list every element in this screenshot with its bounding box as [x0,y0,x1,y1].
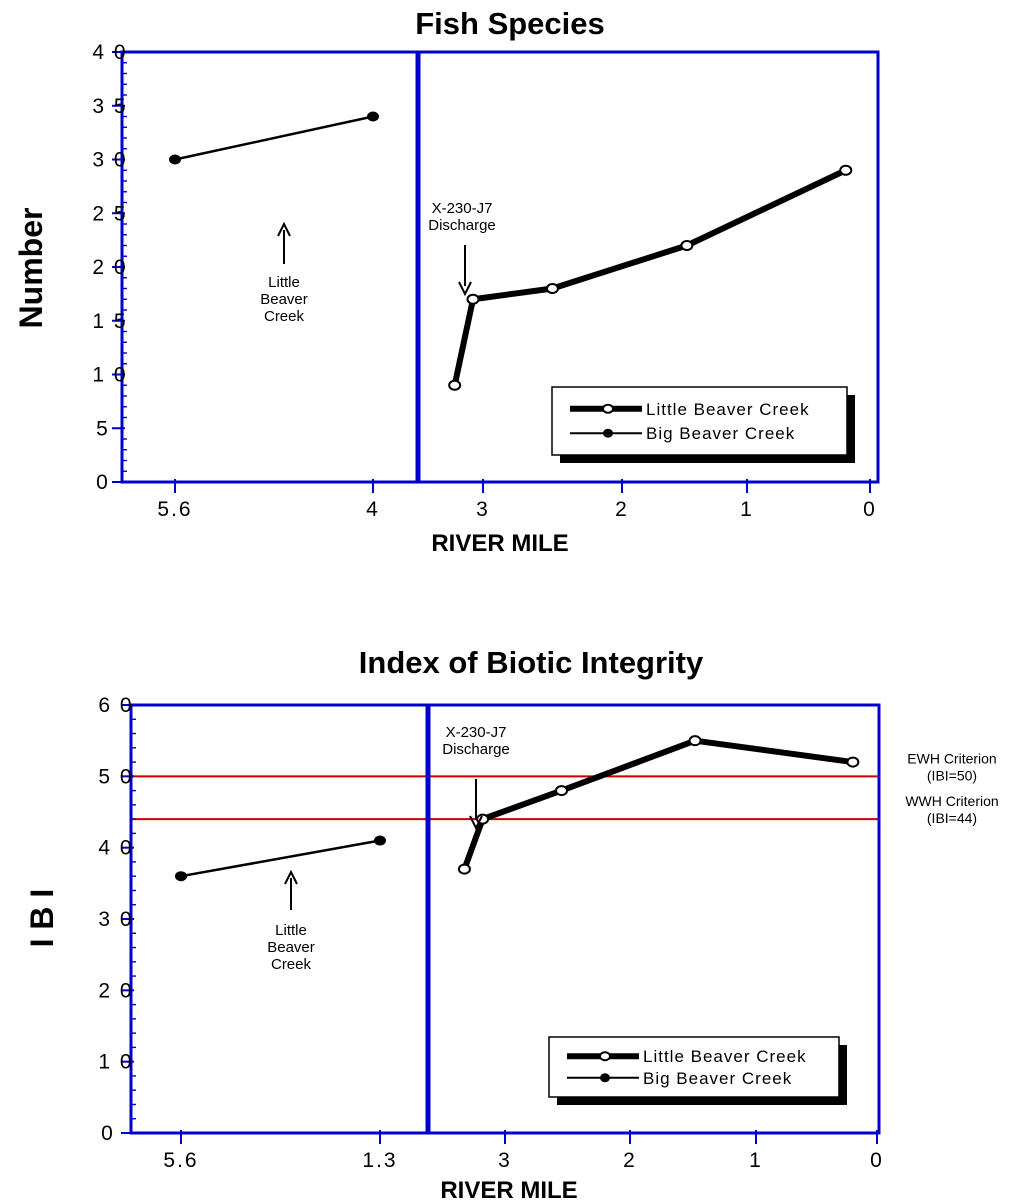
creek-annotation: Little Beaver Creek [260,274,308,325]
chart-panel-2: Index of Biotic Integrity RIVER MILE I B I… [24,645,999,1204]
series-line-little-beaver-creek [451,167,848,386]
data-point-big-beaver-creek-1 [169,154,181,165]
y-tick-label: 4 0 [98,837,133,860]
creek-annotation-line: Little [275,922,307,939]
legend: Little Beaver Creek Big Beaver Creek [548,1036,847,1105]
legend-label-little-beaver-creek: Little Beaver Creek [646,400,810,419]
creek-annotation: Little Beaver Creek [267,922,315,973]
data-point-little-beaver-creek-2 [466,293,480,305]
data-point-little-beaver-creek-3 [545,283,559,294]
series-line-big-beaver-creek [174,115,374,161]
creek-arrow-head [277,221,291,237]
x-axis-label: RIVER MILE [440,1177,577,1204]
y-axis-label: Number [13,208,49,329]
y-tick-label: 0 [96,471,110,494]
discharge-arrow-head [469,815,483,831]
discharge-annotation-line: Discharge [442,741,510,758]
x-tick-label: 3 [476,498,490,521]
x-tick-label: 1 [740,498,754,521]
chart-title: Fish Species [415,6,605,41]
criterion-label-2: WWH Criterion (IBI=44) [905,793,998,826]
y-tick-label: 1 0 [98,1051,133,1074]
y-tick-label: 2 0 [92,256,127,279]
discharge-arrow-head [458,281,472,297]
legend-marker-big-beaver-creek [603,428,613,438]
x-tick-label: 3 [498,1149,512,1172]
y-tick-label: 4 0 [92,41,127,64]
y-tick-label: 1 0 [92,364,127,387]
legend-marker-little-beaver-creek [602,403,614,414]
discharge-annotation: X-230-J7 Discharge [442,724,510,758]
series-line-little-beaver-creek [461,737,854,871]
data-point-big-beaver-creek-1 [175,871,187,882]
data-point-little-beaver-creek-1 [457,863,471,875]
creek-annotation-line: Creek [264,308,305,325]
y-tick-label: 1 5 [92,310,127,333]
legend-box [551,386,848,456]
legend: Little Beaver Creek Big Beaver Creek [551,386,855,463]
x-tick-label: 1 [749,1149,763,1172]
y-tick-label: 3 5 [92,95,127,118]
y-axis-label: I B I [24,889,60,948]
legend-box [548,1036,840,1098]
y-tick-label: 5 [96,417,110,440]
discharge-annotation-line: Discharge [428,217,496,234]
y-tick-label: 2 0 [98,979,133,1002]
creek-annotation-line: Little [268,274,300,291]
data-point-little-beaver-creek-4 [680,240,694,251]
creek-annotation-line: Beaver [267,939,315,956]
chart-title: Index of Biotic Integrity [359,645,704,680]
creek-annotation-line: Beaver [260,291,308,308]
criterion-label-line: WWH Criterion [905,793,998,809]
legend-label-big-beaver-creek: Big Beaver Creek [643,1069,792,1088]
data-point-big-beaver-creek-2 [374,835,386,846]
y-tick-label: 0 [101,1122,115,1145]
chart-panel-1: Fish Species RIVER MILE Number 0 5 1 0 1 5 2 0 2… [13,6,880,557]
x-tick-label: 5.6 [163,1149,198,1172]
x-tick-label: 5.6 [157,498,192,521]
criterion-label-line: (IBI=50) [927,767,977,783]
criterion-label-line: (IBI=44) [927,810,977,826]
x-tick-label: 2 [615,498,629,521]
x-tick-label: 1.3 [362,1149,397,1172]
y-tick-label: 6 0 [98,694,133,717]
criterion-label-1: EWH Criterion (IBI=50) [907,750,996,783]
x-tick-label: 0 [870,1149,884,1172]
discharge-annotation-line: X-230-J7 [432,200,493,217]
y-tick-label: 3 0 [98,908,133,931]
y-tick-label: 3 0 [92,149,127,172]
discharge-annotation-line: X-230-J7 [446,724,507,741]
legend-label-big-beaver-creek: Big Beaver Creek [646,424,795,443]
y-tick-label: 2 5 [92,202,127,225]
data-point-big-beaver-creek-2 [367,111,379,122]
data-point-little-beaver-creek-1 [448,379,462,391]
creek-annotation-line: Creek [271,956,312,973]
data-point-little-beaver-creek-5 [839,164,853,176]
x-tick-label: 4 [366,498,380,521]
legend-label-little-beaver-creek: Little Beaver Creek [643,1047,807,1066]
discharge-annotation: X-230-J7 Discharge [428,200,496,234]
y-tick-label: 5 0 [98,765,133,788]
x-tick-label: 0 [863,498,877,521]
series-line-big-beaver-creek [180,839,381,878]
legend-marker-big-beaver-creek [600,1073,610,1083]
criterion-label-line: EWH Criterion [907,750,996,766]
x-tick-label: 2 [623,1149,637,1172]
creek-arrow-head [284,869,298,885]
x-axis-label: RIVER MILE [431,530,568,557]
data-point-little-beaver-creek-3 [555,785,569,797]
data-point-little-beaver-creek-5 [846,756,860,768]
legend-marker-little-beaver-creek [599,1051,611,1062]
data-point-little-beaver-creek-4 [688,735,702,747]
